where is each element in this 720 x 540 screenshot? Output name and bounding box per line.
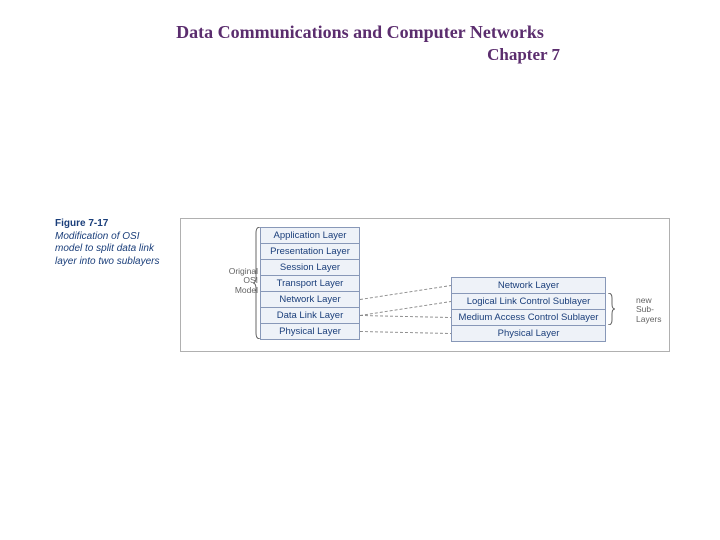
modified-stack: Network Layer Logical Link Control Subla… — [451, 277, 606, 341]
layer-application: Application Layer — [260, 227, 360, 244]
figure-caption-panel: Figure 7-17 Modification of OSI model to… — [55, 218, 165, 268]
layer-data-link: Data Link Layer — [260, 307, 360, 324]
original-osi-stack: Application Layer Presentation Layer Ses… — [260, 227, 360, 339]
layer-mac-sublayer: Medium Access Control Sublayer — [451, 309, 606, 326]
page-header: Data Communications and Computer Network… — [130, 22, 590, 65]
figure-caption: Modification of OSI model to split data … — [55, 231, 165, 269]
layer-presentation: Presentation Layer — [260, 243, 360, 260]
original-model-label: Original OSI Model — [218, 267, 258, 295]
original-model-label-text: Original OSI Model — [229, 266, 258, 295]
layer-transport: Transport Layer — [260, 275, 360, 292]
new-sublayers-label-text: new Sub-Layers — [636, 295, 662, 324]
diagram-frame: Original OSI Model Application Layer Pre… — [180, 218, 670, 352]
layer-llc-sublayer: Logical Link Control Sublayer — [451, 293, 606, 310]
right-brace-icon — [607, 293, 615, 325]
page-title: Data Communications and Computer Network… — [130, 22, 590, 43]
layer-physical: Physical Layer — [260, 323, 360, 340]
chapter-label: Chapter 7 — [130, 45, 590, 65]
new-sublayers-label: new Sub-Layers — [636, 296, 666, 324]
layer-network-right: Network Layer — [451, 277, 606, 294]
layer-session: Session Layer — [260, 259, 360, 276]
layer-network: Network Layer — [260, 291, 360, 308]
figure-number: Figure 7-17 — [55, 218, 165, 231]
layer-physical-right: Physical Layer — [451, 325, 606, 342]
